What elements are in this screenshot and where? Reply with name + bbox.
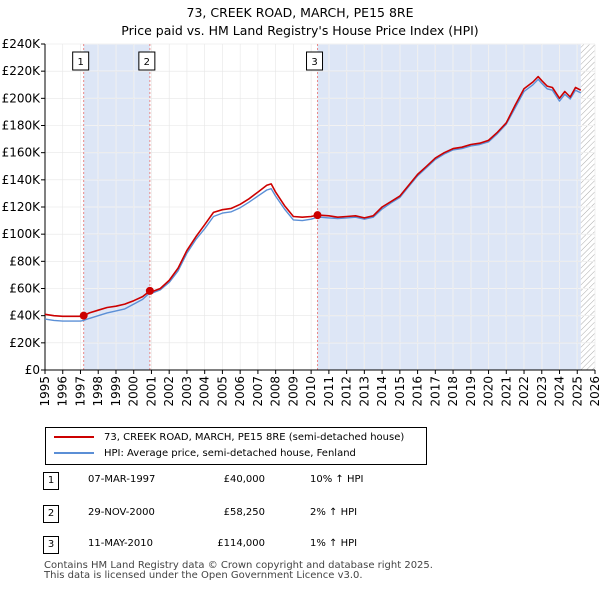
x-tick-label: 2024	[553, 376, 567, 407]
x-tick-label: 2001	[144, 376, 158, 407]
x-tick-label: 2009	[286, 376, 300, 407]
sale-point	[313, 211, 322, 220]
x-tick-label: 2004	[198, 376, 212, 407]
legend-item-property: 73, CREEK ROAD, MARCH, PE15 8RE (semi-de…	[54, 430, 404, 446]
sale-hpi-change: 1% ↑ HPI	[310, 538, 358, 549]
x-tick-label: 2023	[535, 376, 549, 407]
sale-number-box	[306, 51, 324, 71]
y-tick-label: £20K	[9, 336, 41, 350]
chart-title-line2: Price paid vs. HM Land Registry's House …	[121, 23, 479, 38]
legend-swatch-hpi	[54, 452, 94, 454]
sale-number-label: 3	[311, 57, 317, 68]
x-tick-label: 1998	[91, 376, 105, 407]
sale-number-badge: 3	[43, 536, 59, 554]
sale-point	[79, 311, 88, 320]
x-tick-label: 1997	[73, 376, 87, 407]
x-tick-label: 2013	[357, 376, 371, 407]
sale-price: £40,000	[223, 474, 265, 485]
sale-number-label: 2	[144, 57, 150, 68]
sale-row: 2 29-NOV-2000 £58,250 2% ↑ HPI	[40, 505, 420, 523]
sale-number-box	[138, 51, 156, 71]
x-tick-label: 2019	[464, 376, 478, 407]
sale-date: 07-MAR-1997	[88, 474, 156, 485]
sale-number-label: 1	[77, 57, 83, 68]
x-tick-label: 2012	[340, 376, 354, 407]
x-tick-label: 2014	[375, 376, 389, 407]
sale-hpi-change: 2% ↑ HPI	[310, 507, 358, 518]
chart-title: 73, CREEK ROAD, MARCH, PE15 8RE Price pa…	[0, 4, 600, 40]
x-tick-label: 2021	[499, 376, 513, 407]
sale-row: 3 11-MAY-2010 £114,000 1% ↑ HPI	[40, 536, 420, 554]
sale-number-badge: 1	[43, 472, 59, 490]
y-tick-label: £0	[25, 363, 40, 377]
y-tick-label: £180K	[2, 119, 42, 133]
x-tick-label: 2022	[517, 376, 531, 407]
y-tick-label: £60K	[9, 282, 41, 296]
sale-hpi-change: 10% ↑ HPI	[310, 474, 364, 485]
x-tick-label: 2017	[428, 376, 442, 407]
sale-price: £114,000	[217, 538, 265, 549]
x-tick-label: 2008	[269, 376, 283, 407]
chart-title-line1: 73, CREEK ROAD, MARCH, PE15 8RE	[186, 5, 414, 20]
footer-line2: This data is licensed under the Open Gov…	[44, 570, 363, 581]
x-tick-label: 2002	[162, 376, 176, 407]
y-tick-label: £80K	[9, 254, 41, 268]
legend-label-hpi: HPI: Average price, semi-detached house,…	[104, 448, 356, 459]
x-tick-label: 2016	[411, 376, 425, 407]
x-tick-label: 2006	[233, 376, 247, 407]
price-chart: £0 £20K £40K £60K £80K £100K £120K £140K £160K £1…	[2, 37, 600, 407]
sale-price: £58,250	[223, 507, 265, 518]
x-tick-label: 2015	[393, 376, 407, 407]
x-tick-label: 2026	[588, 376, 600, 407]
x-tick-label: 2011	[322, 376, 336, 407]
chart-legend: 73, CREEK ROAD, MARCH, PE15 8RE (semi-de…	[45, 427, 427, 465]
legend-item-hpi: HPI: Average price, semi-detached house,…	[54, 446, 356, 462]
x-tick-label: 2018	[446, 376, 460, 407]
sale-number-badge: 2	[43, 505, 59, 523]
x-tick-label: 2000	[127, 376, 141, 407]
x-tick-label: 2020	[482, 376, 496, 407]
x-tick-label: 1999	[109, 376, 123, 407]
y-tick-label: £40K	[9, 309, 41, 323]
x-tick-label: 2010	[304, 376, 318, 407]
sale-date: 11-MAY-2010	[88, 538, 154, 549]
y-tick-label: £240K	[2, 37, 42, 51]
y-tick-label: £100K	[2, 227, 42, 241]
sale-date: 29-NOV-2000	[88, 507, 155, 518]
x-tick-label: 2005	[215, 376, 229, 407]
y-tick-label: £200K	[2, 91, 42, 105]
footer-line1: Contains HM Land Registry data © Crown c…	[44, 560, 433, 571]
y-tick-label: £120K	[2, 200, 42, 214]
footer-credits: Contains HM Land Registry data © Crown c…	[44, 561, 433, 581]
x-tick-label: 1995	[38, 376, 52, 407]
x-tick-label: 2025	[570, 376, 584, 407]
y-tick-label: £160K	[2, 146, 42, 160]
legend-label-property: 73, CREEK ROAD, MARCH, PE15 8RE (semi-de…	[104, 432, 405, 443]
y-tick-label: £140K	[2, 173, 42, 187]
x-tick-label: 2007	[251, 376, 265, 407]
legend-swatch-property	[54, 436, 94, 438]
sale-point	[145, 286, 154, 295]
x-tick-label: 2003	[180, 376, 194, 407]
sale-row: 1 07-MAR-1997 £40,000 10% ↑ HPI	[40, 472, 420, 490]
sale-number-box	[72, 51, 90, 71]
x-tick-label: 1996	[56, 376, 70, 407]
y-tick-label: £220K	[2, 64, 42, 78]
